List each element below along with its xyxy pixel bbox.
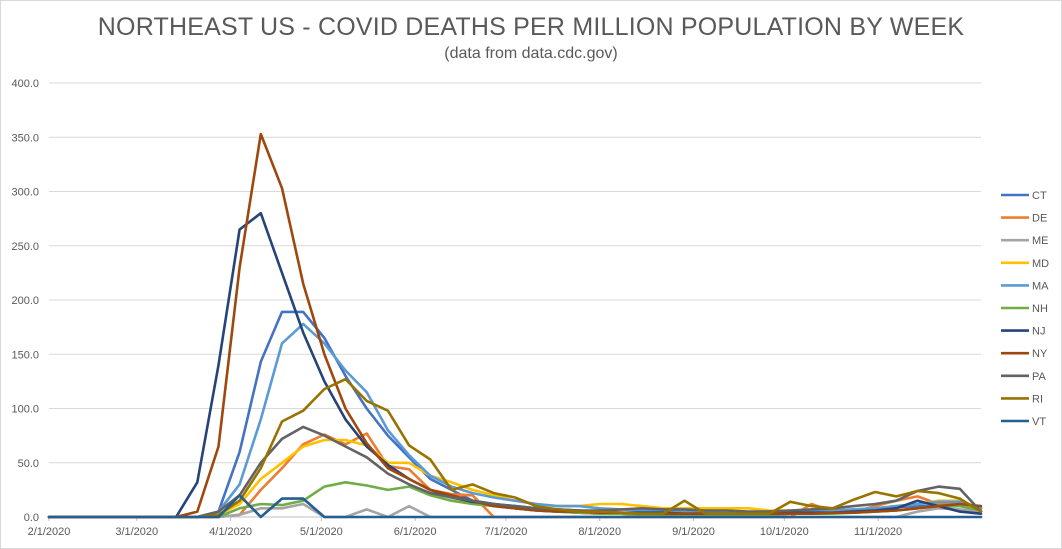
y-tick-label: 200.0	[11, 295, 39, 307]
series-line-ct	[47, 310, 983, 519]
y-tick-label: 400.0	[11, 78, 39, 90]
x-tick-label: 10/1/2020	[760, 526, 809, 538]
legend-label-me: ME	[1032, 235, 1049, 247]
x-tick-label: 9/1/2020	[672, 526, 715, 538]
series-line-vt	[47, 493, 983, 519]
legend-label-ma: MA	[1032, 280, 1049, 292]
y-tick-label: 350.0	[11, 132, 39, 144]
y-tick-label: 300.0	[11, 187, 39, 199]
chart-title: NORTHEAST US - COVID DEATHS PER MILLION …	[97, 13, 965, 41]
chart-subtitle: (data from data.cdc.gov)	[444, 45, 618, 62]
x-tick-label: 7/1/2020	[485, 526, 528, 538]
x-tick-label: 4/1/2020	[209, 526, 252, 538]
y-tick-label: 100.0	[11, 404, 39, 416]
x-tick-label: 11/1/2020	[854, 526, 902, 538]
legend-label-ct: CT	[1032, 190, 1047, 202]
series-line-ma	[47, 322, 983, 519]
x-tick-label: 3/1/2020	[115, 526, 158, 538]
series-line-ny	[47, 132, 983, 519]
legend-label-pa: PA	[1032, 371, 1047, 383]
y-tick-label: 0.0	[24, 512, 39, 524]
legend-label-nh: NH	[1032, 303, 1048, 315]
y-tick-label: 150.0	[11, 349, 39, 361]
legend-label-nj: NJ	[1032, 326, 1045, 338]
legend-label-md: MD	[1032, 258, 1049, 270]
legend-label-de: DE	[1032, 213, 1047, 225]
x-tick-label: 6/1/2020	[394, 526, 437, 538]
x-tick-label: 5/1/2020	[300, 526, 343, 538]
legend-label-vt: VT	[1032, 416, 1046, 428]
series-line-nj	[47, 211, 983, 519]
x-tick-label: 8/1/2020	[578, 526, 621, 538]
y-tick-label: 250.0	[11, 241, 39, 253]
y-tick-label: 50.0	[18, 458, 39, 470]
legend-label-ri: RI	[1032, 393, 1043, 405]
x-tick-label: 2/1/2020	[28, 526, 71, 538]
legend-label-ny: NY	[1032, 348, 1048, 360]
